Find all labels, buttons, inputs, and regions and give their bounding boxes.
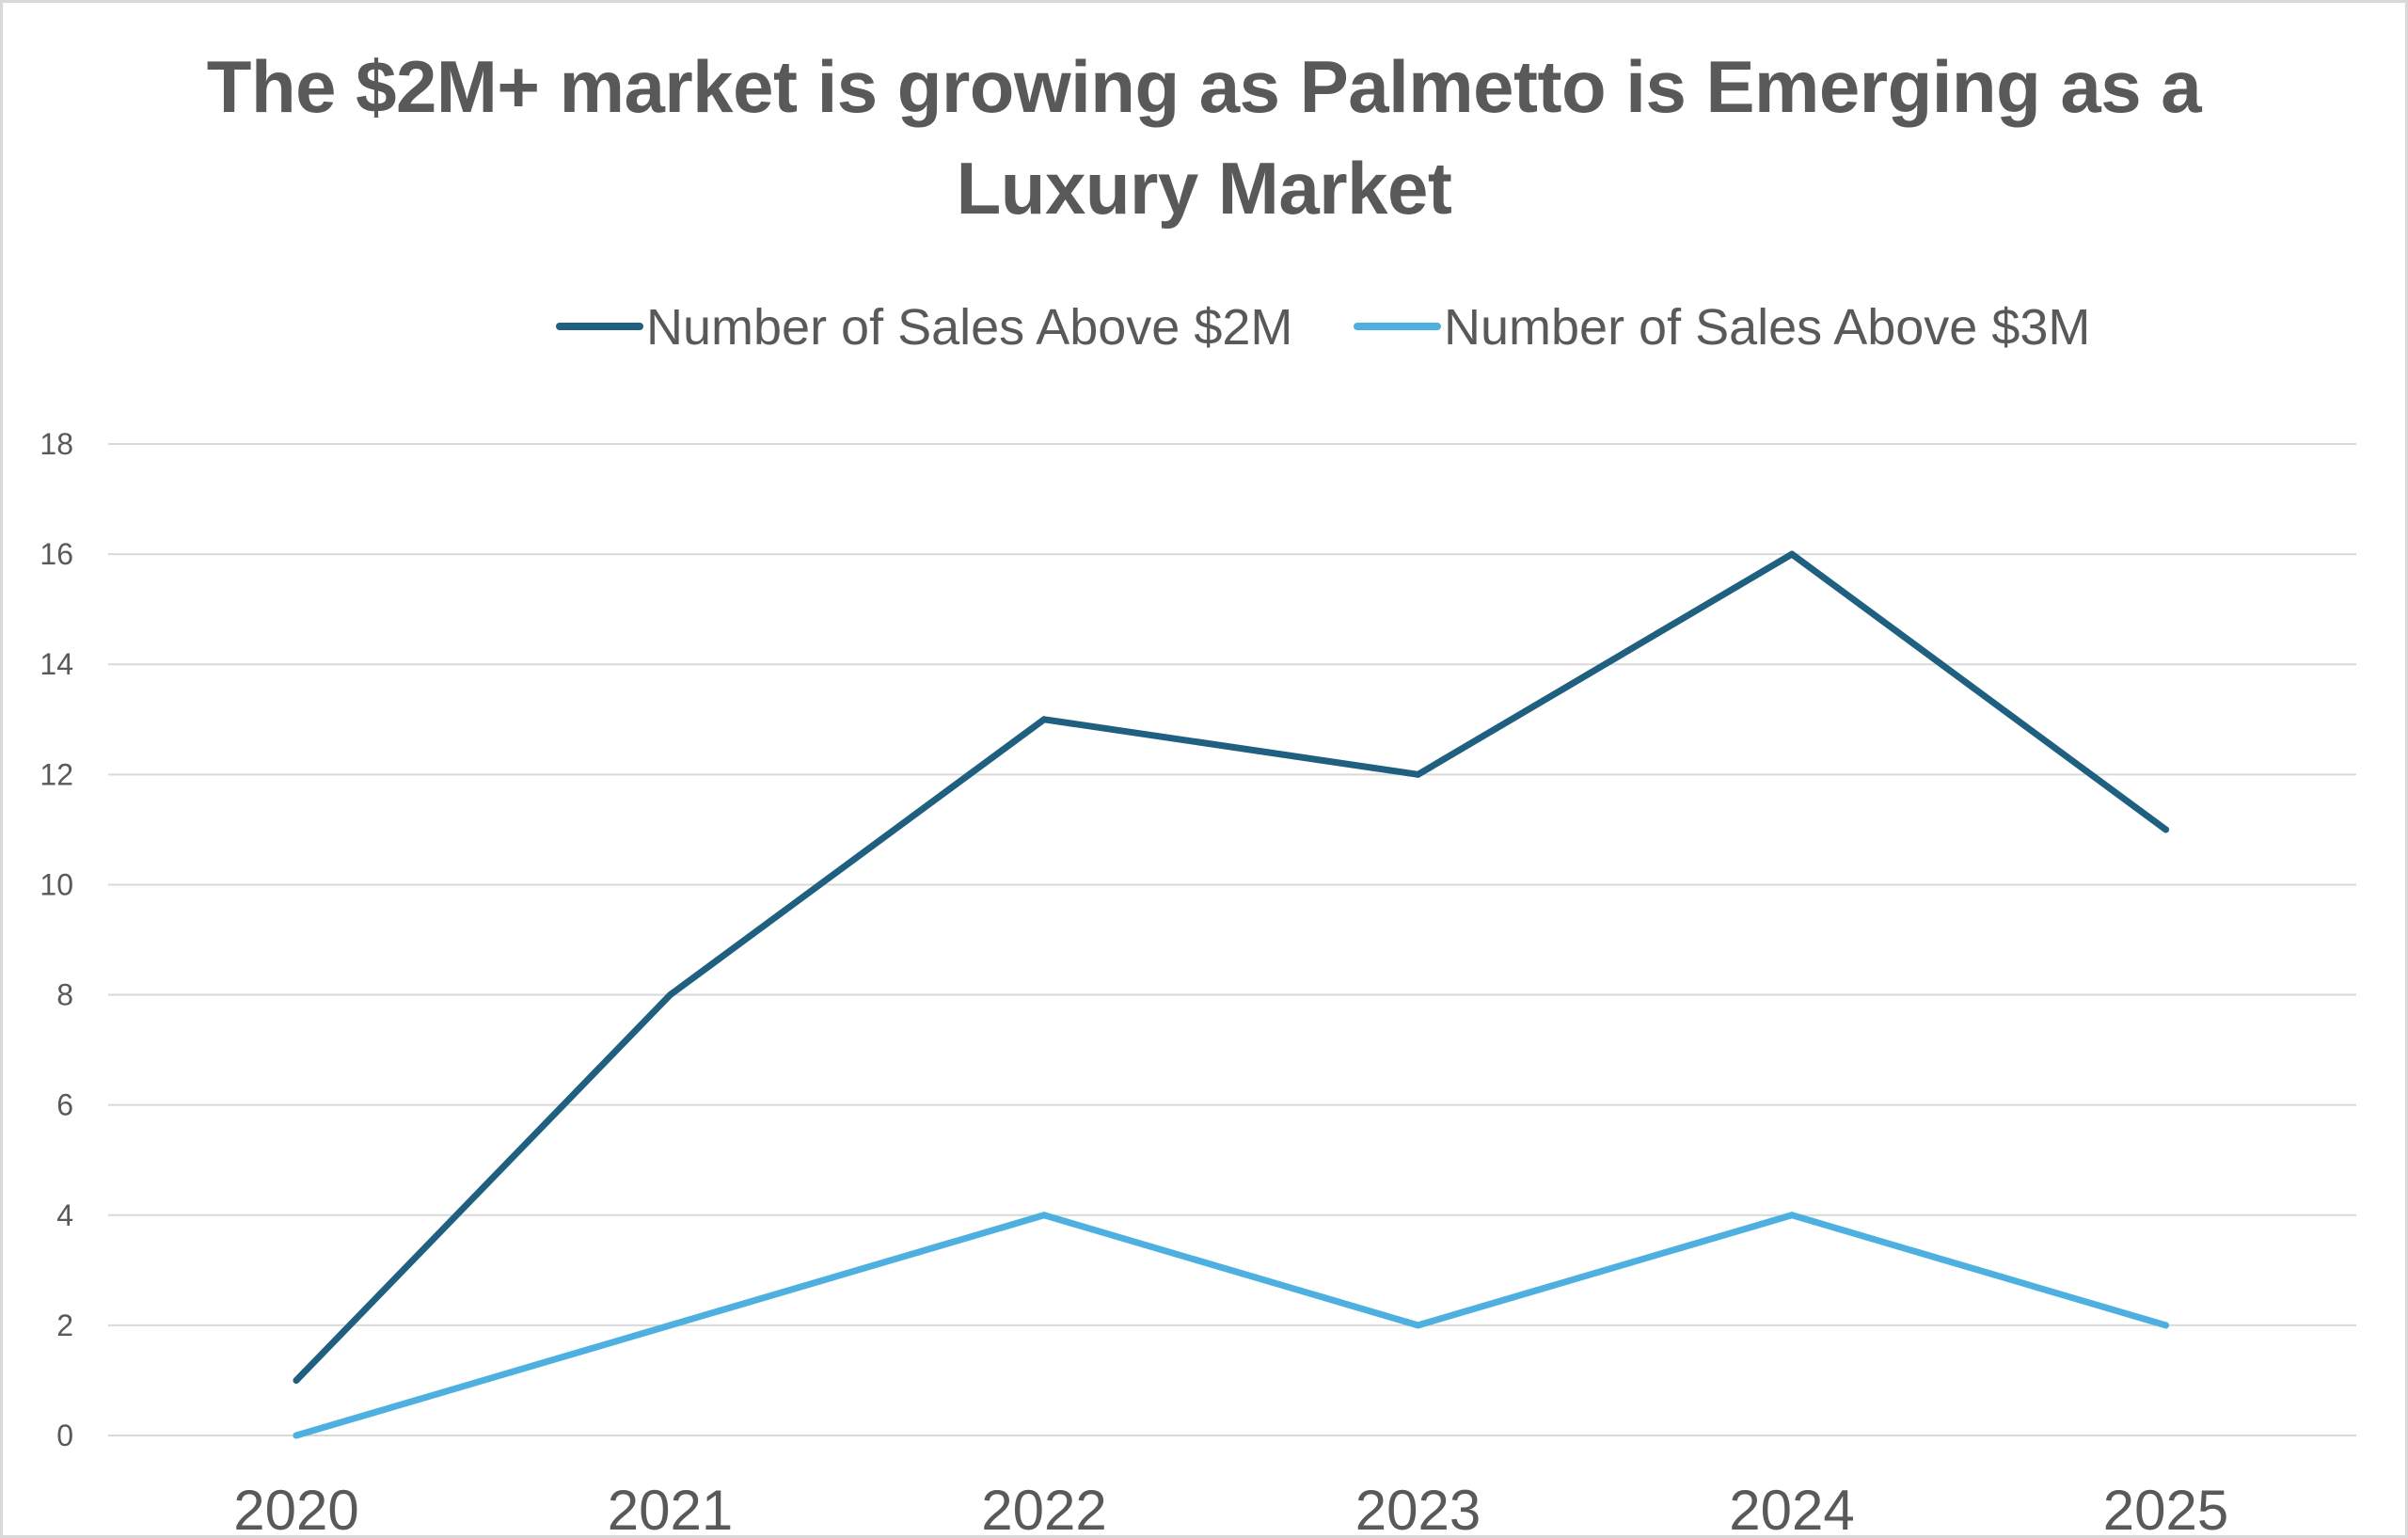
y-tick-label: 2 [56,1308,73,1342]
data-point [1040,716,1048,723]
data-point [1040,1212,1048,1219]
x-tick-label: 2024 [1729,1479,1854,1538]
y-tick-label: 0 [56,1419,73,1452]
x-tick-label: 2025 [2103,1479,2228,1538]
legend-label: Number of Sales Above $2M [646,299,1292,356]
y-tick-label: 18 [40,427,73,461]
legend: Number of Sales Above $2M Number of Sales… [556,299,2090,356]
data-point [2162,826,2169,833]
data-point [667,991,673,999]
data-point [1415,1322,1421,1329]
chart-title-line-1: The $2M+ market is growing as Palmetto i… [206,45,2202,128]
y-tick-label: 10 [40,867,73,901]
x-tick-label: 2022 [981,1479,1106,1538]
y-tick-label: 14 [40,647,73,681]
series-line-1 [293,550,2169,1384]
series-line-2 [293,1212,2169,1439]
data-point [667,1322,673,1329]
y-tick-label: 16 [40,537,73,571]
data-point [293,1432,300,1439]
y-tick-label: 6 [56,1088,73,1122]
x-tick-label: 2023 [1355,1479,1481,1538]
data-point [1415,770,1421,778]
gridlines [108,443,2356,1436]
data-point [1788,1212,1796,1219]
x-tick-label: 2020 [233,1479,358,1538]
y-tick-label: 4 [56,1198,73,1232]
chart-title: The $2M+ market is growing as Palmetto i… [0,36,2408,239]
y-tick-label: 8 [56,978,73,1012]
y-tick-label: 12 [40,757,73,791]
x-axis-ticks: 2020 2021 2022 2023 2024 2025 [233,1479,2228,1538]
chart-title-line-2: Luxury Market [956,147,1452,230]
data-point [2162,1322,2169,1329]
series-lines [293,550,2169,1439]
x-tick-label: 2021 [608,1479,733,1538]
legend-label: Number of Sales Above $3M [1444,299,2090,356]
data-point [293,1376,300,1384]
y-axis-ticks: 0 2 4 6 8 10 12 14 16 18 [40,427,73,1452]
data-point [1788,550,1796,558]
